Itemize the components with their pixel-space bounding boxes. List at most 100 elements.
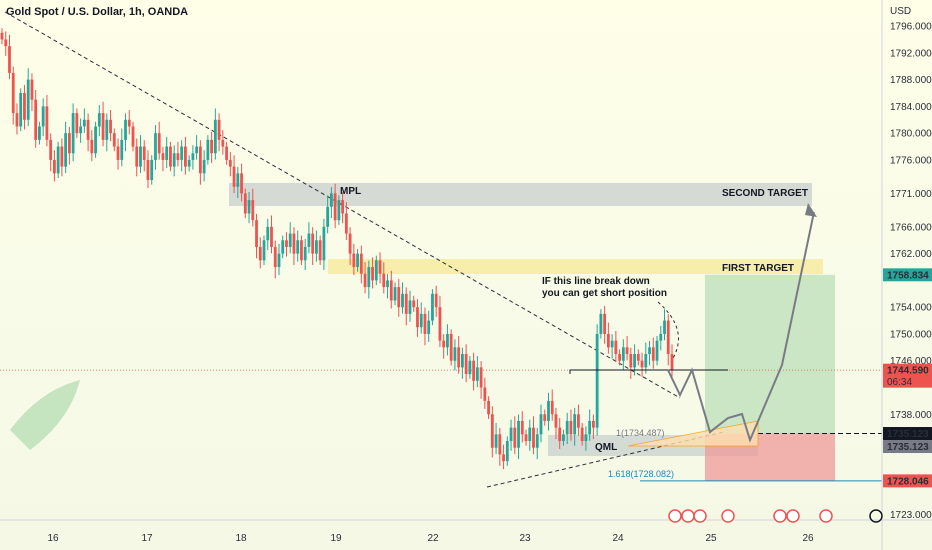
candle-body bbox=[483, 387, 487, 401]
y-tick-label: 1788.000 bbox=[890, 75, 932, 86]
candle-body bbox=[150, 159, 154, 181]
candle-body bbox=[389, 280, 393, 301]
candle-body bbox=[292, 233, 296, 254]
candle-body bbox=[558, 427, 562, 442]
event-flag-icon bbox=[721, 509, 735, 523]
candle-body bbox=[453, 347, 457, 361]
candle-body bbox=[479, 367, 483, 388]
candle-body bbox=[26, 79, 30, 120]
curve-arrow bbox=[657, 301, 679, 361]
event-flag-icon bbox=[668, 509, 682, 523]
candle-body bbox=[423, 313, 427, 334]
candle-body bbox=[303, 246, 307, 261]
candle-body bbox=[23, 93, 26, 120]
candle-body bbox=[614, 340, 618, 355]
candle-body bbox=[648, 347, 651, 355]
candle-body bbox=[408, 300, 412, 314]
candle-body bbox=[363, 273, 367, 288]
y-tick-label: 1762.000 bbox=[890, 249, 932, 260]
candle-body bbox=[247, 200, 251, 214]
candle-body bbox=[341, 200, 345, 214]
currency-label: USD bbox=[890, 6, 911, 17]
x-tick-label: 18 bbox=[235, 533, 247, 544]
candle-body bbox=[60, 146, 64, 167]
candle-body bbox=[382, 273, 386, 288]
candle-body bbox=[71, 113, 75, 154]
candle-body bbox=[438, 307, 442, 341]
candle-body bbox=[315, 240, 318, 254]
event-flag-icon bbox=[819, 509, 833, 523]
candle-body bbox=[494, 434, 498, 448]
candle-body bbox=[45, 106, 49, 140]
candle-body bbox=[251, 200, 255, 221]
candle-body bbox=[273, 246, 277, 268]
candle-body bbox=[67, 133, 71, 154]
candle-body bbox=[663, 320, 666, 334]
candle-body bbox=[464, 354, 468, 375]
candle-body bbox=[318, 240, 322, 261]
fib-1618-label: 1.618(1728.082) bbox=[608, 469, 674, 479]
candle-body bbox=[236, 173, 240, 187]
candle-body bbox=[386, 280, 389, 288]
candle-body bbox=[554, 414, 558, 428]
candle-body bbox=[449, 333, 453, 361]
candle-body bbox=[333, 193, 337, 221]
candle-body bbox=[457, 347, 461, 368]
candle-body bbox=[285, 240, 288, 247]
candle-body bbox=[255, 220, 258, 247]
chart-title: Gold Spot / U.S. Dollar, 1h, OANDA bbox=[6, 6, 189, 18]
candle-body bbox=[97, 113, 101, 127]
candle-body bbox=[94, 126, 97, 154]
candle-body bbox=[326, 206, 330, 227]
candle-body bbox=[666, 320, 670, 355]
price-badge bbox=[883, 363, 932, 388]
candle-body bbox=[288, 233, 292, 247]
candle-body bbox=[359, 253, 363, 274]
y-tick-label: 1723.000 bbox=[890, 510, 932, 521]
candle-body bbox=[112, 133, 116, 147]
event-flag-icon bbox=[773, 509, 787, 523]
candle-body bbox=[329, 193, 333, 207]
candle-body bbox=[528, 427, 532, 442]
candle-body bbox=[120, 139, 124, 160]
candle-body bbox=[562, 434, 565, 442]
y-tick-label: 1796.000 bbox=[890, 22, 932, 33]
candle-body bbox=[266, 226, 270, 241]
candle-body bbox=[232, 166, 236, 187]
candle-body bbox=[64, 133, 68, 167]
candle-body bbox=[184, 146, 187, 167]
price-badge-label: 1735.123 bbox=[887, 429, 929, 440]
candle-body bbox=[34, 99, 38, 140]
candle-body bbox=[154, 133, 157, 160]
candle-body bbox=[195, 146, 199, 154]
candle-body bbox=[210, 139, 214, 154]
candle-body bbox=[636, 354, 640, 361]
candle-body bbox=[11, 72, 15, 114]
candle-body bbox=[356, 253, 359, 268]
y-tick-label: 1746.000 bbox=[890, 356, 932, 367]
price-badge bbox=[883, 440, 932, 454]
candle-body bbox=[296, 240, 300, 254]
candle-body bbox=[202, 159, 206, 174]
candle-body bbox=[127, 119, 131, 127]
candle-body bbox=[397, 287, 401, 308]
candle-body bbox=[618, 354, 621, 361]
candle-body bbox=[599, 313, 603, 334]
settings-icon bbox=[869, 509, 883, 523]
candle-body bbox=[109, 119, 112, 134]
candle-body bbox=[505, 441, 509, 462]
mpl-zone bbox=[229, 183, 812, 206]
note-line-2: you can get short position bbox=[542, 288, 667, 299]
event-flag-icon bbox=[693, 509, 707, 523]
x-tick-label: 22 bbox=[427, 533, 439, 544]
neckline bbox=[569, 369, 728, 374]
candle-body bbox=[625, 347, 629, 355]
note-line-1: IF this line break down bbox=[542, 276, 650, 287]
y-tick-label: 1754.000 bbox=[890, 303, 932, 314]
y-tick-label: 1738.000 bbox=[890, 410, 932, 421]
candle-body bbox=[165, 146, 169, 160]
candle-body bbox=[591, 420, 595, 428]
candle-body bbox=[446, 333, 449, 348]
candle-body bbox=[416, 307, 419, 328]
